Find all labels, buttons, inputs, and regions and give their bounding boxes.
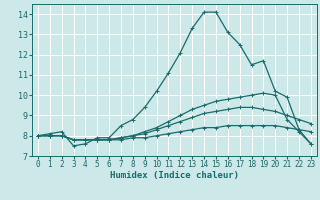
X-axis label: Humidex (Indice chaleur): Humidex (Indice chaleur) [110,171,239,180]
